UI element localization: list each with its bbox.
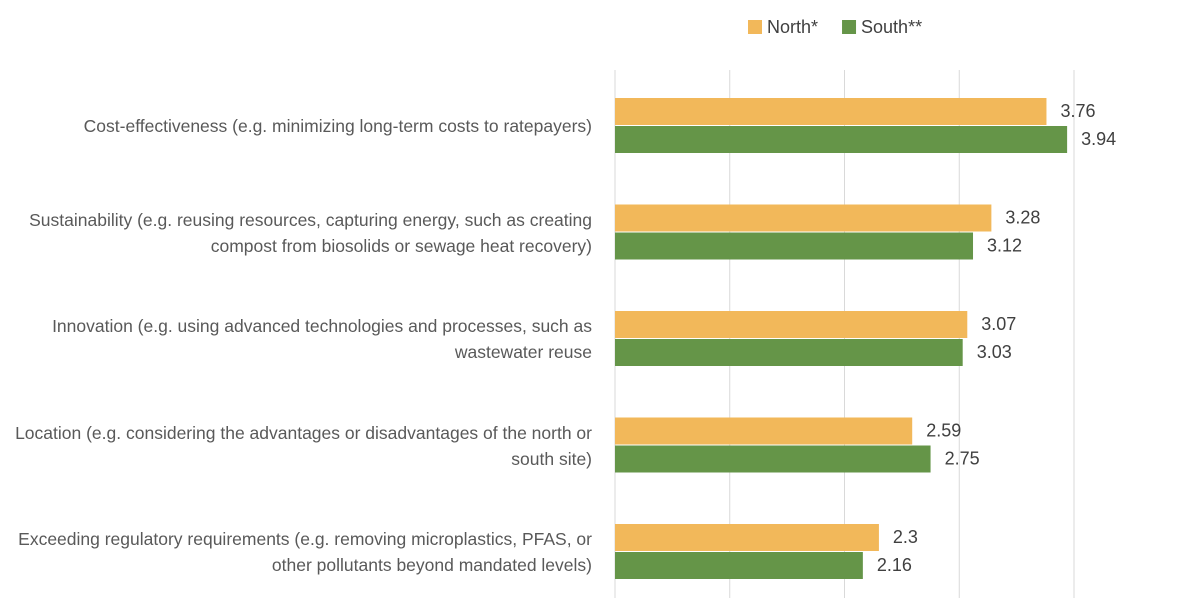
value-label: 3.94 — [1081, 129, 1116, 149]
category-label: Location (e.g. considering the advantage… — [15, 422, 592, 469]
category-label: Innovation (e.g. using advanced technolo… — [52, 316, 592, 362]
bar — [615, 445, 931, 473]
value-label: 3.03 — [977, 342, 1012, 362]
value-label: 3.76 — [1060, 101, 1095, 121]
bar — [615, 524, 879, 551]
bar — [615, 232, 974, 260]
value-label: 2.75 — [945, 448, 980, 468]
legend-swatch — [842, 20, 857, 34]
bar — [615, 126, 1068, 153]
bar — [615, 417, 913, 445]
legend-label: South** — [861, 17, 922, 37]
bar — [615, 98, 1047, 125]
legend-label: North* — [767, 17, 818, 37]
value-label: 2.59 — [926, 420, 961, 440]
category-label: Cost-effectiveness (e.g. minimizing long… — [83, 116, 592, 136]
category-label: Exceeding regulatory requirements (e.g. … — [18, 529, 592, 575]
value-label: 2.16 — [877, 555, 912, 575]
bar — [615, 552, 863, 579]
bar — [615, 339, 963, 366]
legend-swatch — [748, 20, 762, 34]
value-label: 3.12 — [987, 235, 1022, 255]
bar — [615, 311, 968, 338]
category-label: Sustainability (e.g. reusing resources, … — [29, 209, 592, 256]
value-label: 3.28 — [1005, 207, 1040, 227]
value-label: 3.07 — [981, 314, 1016, 334]
bar — [615, 204, 992, 232]
value-label: 2.3 — [893, 527, 918, 547]
